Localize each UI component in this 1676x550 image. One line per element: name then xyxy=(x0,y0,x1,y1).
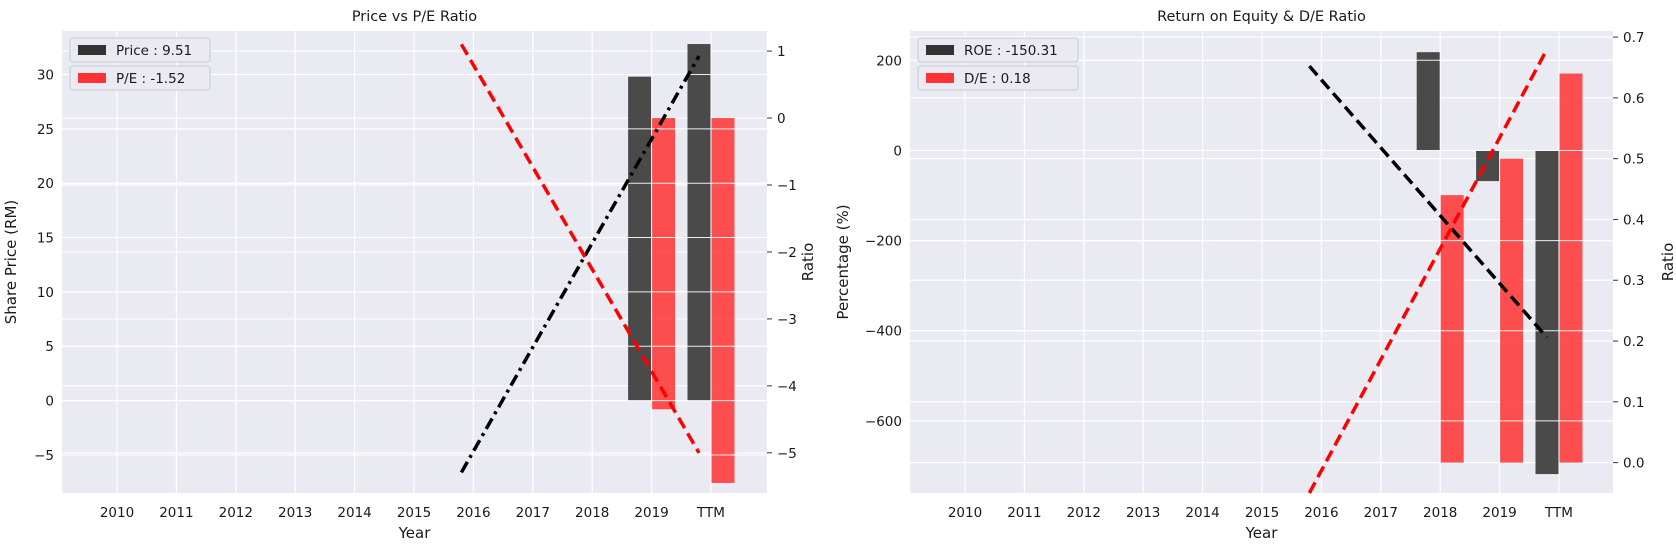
y-tick-label-right: −4 xyxy=(777,379,797,395)
legend-box xyxy=(69,65,211,91)
y-tick-label-right: −5 xyxy=(777,446,797,462)
legend-box xyxy=(69,37,211,63)
chart-title: Return on Equity & D/E Ratio xyxy=(1157,9,1366,25)
x-tick-label: 2019 xyxy=(1482,505,1516,521)
legend-entry-1: ROE : -150.31 xyxy=(917,37,1079,63)
y-axis-label-right: Ratio xyxy=(1659,243,1676,282)
y-axis-label-right: Ratio xyxy=(799,243,817,282)
trendline-left-1 xyxy=(459,55,701,474)
bar-p-e-2019 xyxy=(652,118,676,410)
trendline-right-2 xyxy=(459,43,701,454)
legend-label: Price : 9.51 xyxy=(116,43,192,59)
x-tick-label: 2018 xyxy=(1423,505,1457,521)
bar-roe-2019 xyxy=(1476,150,1500,182)
x-tick-label: 2016 xyxy=(1304,505,1338,521)
legend-box xyxy=(917,37,1079,63)
y-tick-label-left: −600 xyxy=(865,414,902,430)
y-tick-label-left: 10 xyxy=(37,285,54,301)
x-axis-label: Year xyxy=(398,524,432,542)
legend-entry-1: Price : 9.51 xyxy=(69,37,211,63)
y-tick-label-left: 25 xyxy=(37,122,54,138)
bar-d-e-2019 xyxy=(1500,158,1524,463)
legend-entry-2: D/E : 0.18 xyxy=(917,65,1079,91)
x-tick-label: 2014 xyxy=(337,505,371,521)
y-tick-label-left: −200 xyxy=(865,234,902,250)
y-tick-label-left: −5 xyxy=(34,448,54,464)
legend-label: D/E : 0.18 xyxy=(964,71,1031,87)
x-tick-label: TTM xyxy=(696,505,725,521)
x-tick-label: 2017 xyxy=(516,505,550,521)
y-tick-label-right: 0 xyxy=(777,111,786,127)
x-tick-label: 2013 xyxy=(1126,505,1160,521)
y-tick-label-right: −1 xyxy=(777,178,797,194)
x-axis-label: Year xyxy=(1245,524,1279,542)
chart-panel-1: 2010 2011 2012 2013 2014 2015 2016 2017 2018 2019… xyxy=(2,9,817,542)
y-axis-label-left: Percentage (%) xyxy=(834,204,852,319)
y-tick-label-right: −2 xyxy=(777,245,797,261)
trendline-right-2 xyxy=(1307,48,1549,494)
x-tick-label: 2015 xyxy=(1245,505,1279,521)
bar-roe-2018 xyxy=(1416,52,1440,151)
y-axis-label-left: Share Price (RM) xyxy=(2,200,20,324)
legend-swatch xyxy=(926,73,954,83)
bar-roe-ttm xyxy=(1535,150,1559,475)
y-tick-label-left: 0 xyxy=(893,143,902,159)
legend-box xyxy=(917,65,1079,91)
legend-label: ROE : -150.31 xyxy=(964,43,1058,59)
bar-d-e-2018 xyxy=(1440,195,1464,463)
y-tick-label-right: 0.6 xyxy=(1623,91,1644,107)
x-tick-label: 2010 xyxy=(948,505,982,521)
bar-d-e-ttm xyxy=(1559,73,1583,463)
y-tick-label-right: 0.2 xyxy=(1623,334,1644,350)
trendline-left-1 xyxy=(1308,65,1549,339)
x-tick-label: 2014 xyxy=(1185,505,1219,521)
bar-price-ttm xyxy=(687,44,711,401)
bar-price-2019 xyxy=(628,76,652,401)
x-tick-label: 2019 xyxy=(634,505,668,521)
legend-swatch xyxy=(926,45,954,55)
y-tick-label-right: 0.7 xyxy=(1623,30,1644,46)
x-tick-label: 2012 xyxy=(1067,505,1101,521)
y-tick-label-right: 1 xyxy=(777,44,786,60)
x-tick-label: 2018 xyxy=(575,505,609,521)
y-tick-label-left: −400 xyxy=(865,324,902,340)
y-tick-label-left: 15 xyxy=(37,231,54,247)
y-tick-label-right: 0.5 xyxy=(1623,152,1644,168)
y-tick-label-right: 0.1 xyxy=(1623,395,1644,411)
x-tick-label: 2013 xyxy=(278,505,312,521)
x-tick-label: 2010 xyxy=(100,505,134,521)
chart-panel-2: 2010 2011 2012 2013 2014 2015 2016 2017 2018 2019… xyxy=(834,9,1676,542)
y-tick-label-right: 0.3 xyxy=(1623,273,1644,289)
y-tick-label-right: 0.4 xyxy=(1623,212,1644,228)
x-tick-label: 2015 xyxy=(397,505,431,521)
y-tick-label-left: 30 xyxy=(37,67,54,83)
y-tick-label-left: 200 xyxy=(876,53,902,69)
chart-title: Price vs P/E Ratio xyxy=(352,9,477,25)
x-tick-label: 2017 xyxy=(1364,505,1398,521)
x-tick-label: 2011 xyxy=(1007,505,1041,521)
legend-swatch xyxy=(78,73,106,83)
y-tick-label-right: 0.0 xyxy=(1623,456,1644,472)
y-tick-label-left: 0 xyxy=(45,394,54,410)
y-tick-label-left: 5 xyxy=(45,339,54,355)
x-tick-label: 2016 xyxy=(456,505,490,521)
legend-swatch xyxy=(78,45,106,55)
bar-p-e-ttm xyxy=(711,118,735,483)
legend-label: P/E : -1.52 xyxy=(116,71,185,87)
x-tick-label: 2012 xyxy=(219,505,253,521)
x-tick-label: 2011 xyxy=(159,505,193,521)
legend-entry-2: P/E : -1.52 xyxy=(69,65,211,91)
y-tick-label-right: −3 xyxy=(777,312,797,328)
x-tick-label: TTM xyxy=(1544,505,1573,521)
y-tick-label-left: 20 xyxy=(37,176,54,192)
